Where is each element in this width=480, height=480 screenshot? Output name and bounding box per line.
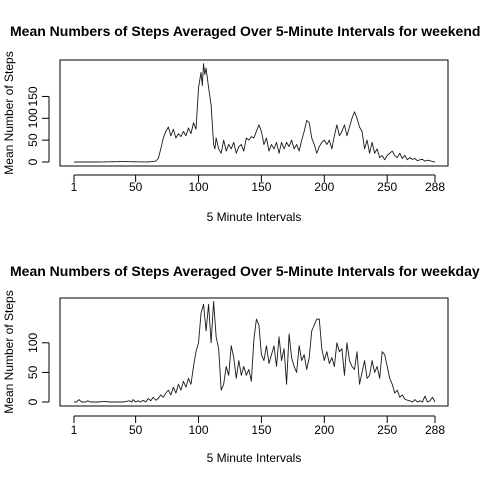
y-tick-label: 0 <box>26 398 40 405</box>
series-line-mean-steps <box>74 63 436 163</box>
x-tick-label: 1 <box>71 180 78 194</box>
chart-title-weekdays: Mean Numbers of Steps Averaged Over 5-Mi… <box>10 263 480 279</box>
weekday-chart-panel: Mean Numbers of Steps Averaged Over 5-Mi… <box>2 263 480 465</box>
weekend-chart-panel: Mean Numbers of Steps Averaged Over 5-Mi… <box>2 23 480 224</box>
x-axis: 1 50 100 150 200 250 288 <box>71 415 445 437</box>
y-axis: 0 50 100 <box>26 332 50 405</box>
x-tick-label: 1 <box>71 423 78 437</box>
x-tick-label: 200 <box>314 423 334 437</box>
y-tick-label: 100 <box>26 108 40 128</box>
plot-area-border <box>59 297 449 407</box>
x-tick-label: 250 <box>377 423 397 437</box>
plot-area-border <box>59 59 449 167</box>
x-tick-label: 200 <box>314 180 334 194</box>
x-tick-label: 150 <box>251 180 271 194</box>
x-axis-label: 5 Minute Intervals <box>207 451 302 465</box>
y-tick-label: 150 <box>26 86 40 106</box>
y-axis-label: Mean Number of Steps <box>2 51 16 174</box>
series-line-mean-steps <box>74 300 436 403</box>
x-axis: 1 50 100 150 200 250 288 <box>71 174 445 194</box>
x-axis-label: 5 Minute Intervals <box>207 210 302 224</box>
x-tick-label: 50 <box>129 180 143 194</box>
x-tick-label: 100 <box>189 180 209 194</box>
y-tick-label: 50 <box>26 133 40 147</box>
x-tick-label: 250 <box>377 180 397 194</box>
x-tick-label: 50 <box>129 423 143 437</box>
x-tick-label: 100 <box>189 423 209 437</box>
y-tick-label: 0 <box>26 158 40 165</box>
y-axis: 0 50 100 150 <box>26 86 50 165</box>
y-tick-label: 50 <box>26 365 40 379</box>
x-tick-label: 288 <box>425 180 445 194</box>
y-tick-label: 100 <box>26 332 40 352</box>
x-tick-label: 288 <box>425 423 445 437</box>
x-tick-label: 150 <box>251 423 271 437</box>
chart-title-weekends: Mean Numbers of Steps Averaged Over 5-Mi… <box>10 23 480 39</box>
y-axis-label: Mean Number of Steps <box>2 290 16 413</box>
